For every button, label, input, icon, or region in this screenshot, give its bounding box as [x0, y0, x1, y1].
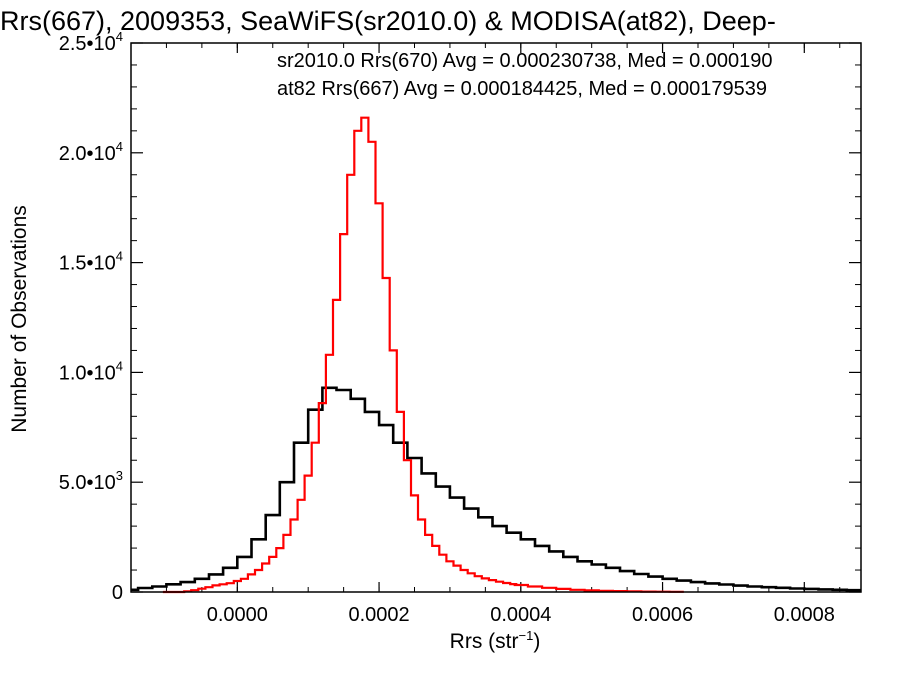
x-tick-label: 0.0000 — [207, 604, 268, 626]
y-tick-label: 0 — [112, 582, 123, 604]
series-line-satellite-a — [131, 386, 861, 592]
x-axis-label: Rrs (str−1) — [450, 628, 541, 654]
plot-frame — [130, 42, 862, 593]
y-tick-label: 2.5•104 — [59, 29, 123, 55]
x-axis-label-close: ) — [533, 630, 541, 653]
x-tick-label: 0.0004 — [490, 604, 551, 626]
y-tick-label: 5.0•103 — [59, 468, 123, 494]
x-axis-label-exponent: −1 — [518, 628, 534, 643]
x-axis-label-text: Rrs (str — [449, 630, 519, 653]
y-tick-label: 1.5•104 — [59, 249, 123, 275]
series-line-satellite-b — [162, 116, 684, 594]
y-tick-label: 2.0•104 — [59, 139, 123, 165]
x-tick-label: 0.0008 — [774, 604, 835, 626]
series-group — [131, 116, 861, 594]
x-tick-label: 0.0006 — [632, 604, 693, 626]
y-tick-group: 0 5.0•103 1.0•104 1.5•104 2.0•104 2.5•104 — [59, 29, 861, 604]
legend-entry-satellite-a: sr2010.0 Rrs(670) Avg = 0.000230738, Med… — [277, 50, 773, 72]
x-tick-group: 0.0000 0.0002 0.0004 0.0006 0.0008 — [165, 43, 841, 626]
chart-title: Rrs(667), 2009353, SeaWiFS(sr2010.0) & M… — [0, 6, 776, 36]
y-tick-label: 1.0•104 — [59, 358, 123, 384]
legend-entry-satellite-b: at82 Rrs(667) Avg = 0.000184425, Med = 0… — [277, 78, 768, 100]
x-tick-label: 0.0002 — [348, 604, 409, 626]
